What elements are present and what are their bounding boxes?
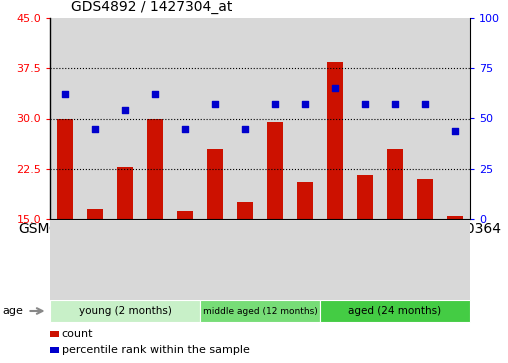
Bar [380,18,410,219]
Point [91,126,99,131]
Bar [320,18,350,219]
Bar [440,18,470,219]
Bar [230,18,260,219]
Point [391,102,399,107]
Text: young (2 months): young (2 months) [79,306,171,316]
Bar [87,209,103,219]
Point [331,85,339,91]
Bar [290,18,320,219]
Point [181,126,189,131]
Bar [297,182,313,219]
Bar [417,179,433,219]
Point [271,102,279,107]
Text: GDS4892 / 1427304_at: GDS4892 / 1427304_at [71,0,232,14]
Bar [350,18,380,219]
Bar [357,175,373,219]
Bar [80,18,110,219]
Text: age: age [3,306,23,316]
Text: percentile rank within the sample: percentile rank within the sample [61,345,249,355]
Point [211,102,219,107]
Bar [327,62,343,219]
Text: middle aged (12 months): middle aged (12 months) [203,306,318,315]
Bar [177,211,193,219]
Bar [387,149,403,219]
Bar [110,18,140,219]
Point [361,102,369,107]
Bar [447,216,463,219]
Bar [147,118,163,219]
Point [451,128,459,134]
Text: aged (24 months): aged (24 months) [348,306,441,316]
Bar [207,149,223,219]
Bar [117,167,133,219]
Point [421,102,429,107]
Bar [170,18,200,219]
Point [151,91,159,97]
Bar [260,18,290,219]
Text: count: count [61,329,93,339]
Point [121,107,129,113]
Bar [140,18,170,219]
Bar [267,122,283,219]
Point [241,126,249,131]
Point [301,102,309,107]
Bar [410,18,440,219]
Bar [200,18,230,219]
Point [61,91,69,97]
Bar [57,118,73,219]
Bar [237,202,253,219]
Bar [50,18,80,219]
